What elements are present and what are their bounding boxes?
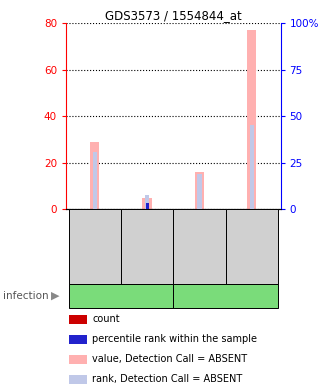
Text: count: count (92, 314, 120, 324)
Text: ▶: ▶ (51, 291, 60, 301)
Bar (90, 142, 99, 209)
Text: infection: infection (3, 291, 49, 301)
Title: GDS3573 / 1554844_at: GDS3573 / 1554844_at (105, 9, 242, 22)
Bar (247, 30, 256, 209)
Text: control: control (207, 291, 244, 301)
Text: rank, Detection Call = ABSENT: rank, Detection Call = ABSENT (92, 374, 243, 384)
Bar (146, 204, 148, 209)
Text: GSM321605: GSM321605 (195, 218, 204, 275)
Text: GSM321607: GSM321607 (90, 218, 99, 275)
Text: C. pneumonia: C. pneumonia (85, 291, 157, 301)
Bar (249, 126, 254, 209)
Bar (93, 152, 97, 209)
Bar (195, 172, 204, 209)
Bar (197, 174, 202, 209)
Text: percentile rank within the sample: percentile rank within the sample (92, 334, 257, 344)
Text: GSM321608: GSM321608 (143, 218, 151, 275)
Text: value, Detection Call = ABSENT: value, Detection Call = ABSENT (92, 354, 248, 364)
Text: GSM321606: GSM321606 (247, 218, 256, 275)
Bar (142, 198, 152, 209)
Bar (146, 203, 148, 209)
Bar (145, 195, 149, 209)
